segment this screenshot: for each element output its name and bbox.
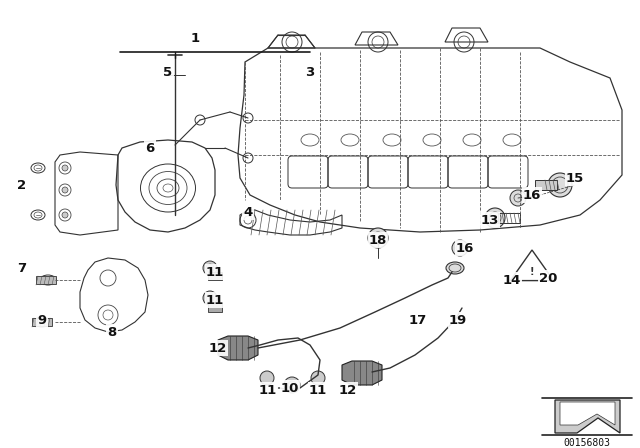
Text: 18: 18 — [369, 233, 387, 246]
Text: !: ! — [530, 267, 534, 277]
Bar — [498, 213, 520, 223]
Text: 1: 1 — [191, 31, 200, 44]
Ellipse shape — [446, 262, 464, 274]
Text: 00156803: 00156803 — [563, 438, 611, 448]
Circle shape — [203, 261, 217, 275]
Text: 12: 12 — [209, 341, 227, 354]
Bar — [208, 272, 222, 280]
Text: 11: 11 — [309, 383, 327, 396]
Bar — [208, 302, 222, 312]
Polygon shape — [555, 400, 620, 433]
Circle shape — [548, 173, 572, 197]
Text: 5: 5 — [163, 65, 173, 78]
Circle shape — [284, 377, 300, 393]
Circle shape — [62, 187, 68, 193]
Polygon shape — [342, 361, 382, 385]
Text: 11: 11 — [206, 293, 224, 306]
Text: 13: 13 — [481, 214, 499, 227]
Text: 15: 15 — [566, 172, 584, 185]
Circle shape — [485, 208, 505, 228]
Text: 20: 20 — [539, 271, 557, 284]
Text: 3: 3 — [305, 65, 315, 78]
Text: 4: 4 — [243, 206, 253, 219]
Bar — [535, 180, 557, 190]
Circle shape — [452, 240, 468, 256]
Circle shape — [510, 190, 526, 206]
Text: 12: 12 — [339, 383, 357, 396]
Text: 16: 16 — [523, 189, 541, 202]
Text: 16: 16 — [456, 241, 474, 254]
Text: 9: 9 — [37, 314, 47, 327]
Text: 17: 17 — [409, 314, 427, 327]
Text: 11: 11 — [206, 266, 224, 279]
Bar — [32, 318, 52, 326]
Text: 10: 10 — [281, 382, 299, 395]
Circle shape — [62, 165, 68, 171]
Text: 7: 7 — [17, 262, 27, 275]
Circle shape — [260, 371, 274, 385]
Text: 8: 8 — [108, 326, 116, 339]
Circle shape — [368, 228, 388, 248]
Circle shape — [311, 371, 325, 385]
Text: 2: 2 — [17, 178, 27, 191]
Bar — [36, 276, 56, 284]
Text: 19: 19 — [449, 314, 467, 327]
Circle shape — [62, 212, 68, 218]
Circle shape — [203, 291, 217, 305]
Text: 14: 14 — [503, 273, 521, 287]
Polygon shape — [560, 402, 615, 425]
Text: 11: 11 — [259, 383, 277, 396]
Text: 6: 6 — [145, 142, 155, 155]
Polygon shape — [218, 336, 258, 360]
